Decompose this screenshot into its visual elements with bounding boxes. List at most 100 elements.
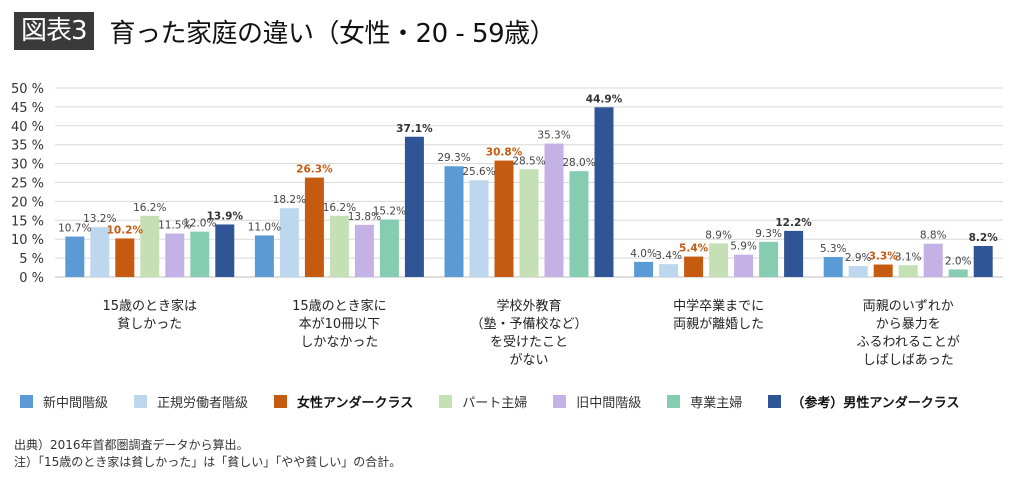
x-category-label: 15歳のとき家は貧しかった	[103, 298, 198, 332]
data-label: 10.2%	[107, 224, 144, 236]
bar	[973, 246, 993, 277]
legend-label: （参考）男性アンダークラス	[791, 396, 960, 411]
x-category-label: 15歳のとき家に本が10冊以下しかなかった	[292, 298, 387, 350]
bar	[634, 261, 654, 277]
data-label: 37.1%	[396, 123, 433, 135]
legend-label: 正規労働者階級	[157, 396, 249, 411]
legend-item: 専業主婦	[667, 392, 742, 411]
bar	[898, 265, 918, 277]
bar	[279, 208, 299, 277]
figure-title: 育った家庭の違い（女性・20 - 59歳）	[109, 18, 556, 49]
legend-label: 専業主婦	[690, 396, 743, 411]
x-category-label-line: 学校外教育	[496, 298, 561, 314]
data-label: 13.9%	[207, 210, 244, 222]
data-label: 25.6%	[462, 166, 495, 178]
legend-item: 旧中間階級	[553, 392, 641, 411]
bar	[65, 236, 85, 277]
data-label: 18.2%	[273, 194, 306, 206]
x-category-label-line: から暴力を	[876, 317, 941, 332]
data-label: 9.3%	[755, 228, 782, 240]
legend-label: パート主婦	[462, 396, 528, 411]
bar	[304, 177, 324, 277]
x-category-label-line: 本が10冊以下	[299, 317, 381, 332]
data-label: 2.9%	[845, 252, 872, 264]
bar	[948, 269, 968, 277]
data-label: 4.0%	[630, 248, 657, 260]
data-label: 13.2%	[83, 213, 116, 225]
data-label: 28.0%	[562, 157, 595, 169]
y-tick-label: 45 %	[11, 101, 44, 116]
bar	[469, 180, 489, 277]
legend-label: 女性アンダークラス	[297, 396, 414, 411]
y-tick-label: 25 %	[11, 177, 44, 192]
source-note: 出典）2016年首都圏調査データから算出。	[14, 438, 249, 452]
bar	[90, 227, 110, 277]
x-category-label: 両親のいずれかから暴力をふるわれることがしばしばあった	[857, 299, 960, 368]
legend-swatch	[439, 395, 453, 408]
bar	[659, 264, 679, 277]
data-label: 11.5%	[158, 220, 191, 232]
legend-swatch	[553, 395, 567, 408]
data-label: 13.8%	[348, 211, 381, 223]
data-label: 12.2%	[775, 217, 812, 229]
x-category-label-line: ふるわれることが	[857, 335, 960, 350]
data-label: 26.3%	[296, 164, 333, 176]
data-label: 11.0%	[248, 221, 281, 233]
bar	[923, 243, 943, 277]
data-label: 5.3%	[820, 243, 847, 255]
bar	[684, 256, 704, 277]
bar	[379, 219, 399, 277]
data-label: 8.8%	[920, 230, 947, 242]
data-label: 2.0%	[945, 255, 972, 267]
x-axis-category-labels: 15歳のとき家は貧しかった 15歳のとき家に本が10冊以下しかなかった 学校外教育 （…	[103, 298, 960, 368]
y-tick-label: 30 %	[11, 158, 44, 173]
bar	[190, 231, 210, 277]
data-label: 3.4%	[655, 250, 682, 262]
data-label: 28.5%	[512, 155, 545, 167]
legend-swatch	[768, 395, 782, 408]
bar	[569, 171, 589, 277]
data-label: 5.4%	[679, 243, 709, 255]
legend-swatch	[274, 395, 288, 408]
y-tick-label: 5 %	[19, 252, 44, 267]
data-label: 35.3%	[537, 130, 570, 142]
y-axis-ticks: 0 % 5 % 10 % 15 % 20 % 25 % 30 % 35 % 40 % 45 % 50…	[11, 82, 44, 286]
data-label: 16.2%	[323, 202, 356, 214]
legend-label: 新中間階級	[43, 396, 109, 411]
bar	[494, 160, 514, 277]
data-label: 8.2%	[969, 232, 999, 244]
y-tick-label: 15 %	[11, 214, 44, 229]
legend-item: 正規労働者階級	[134, 392, 248, 411]
y-tick-label: 50 %	[11, 82, 44, 97]
data-label: 15.2%	[373, 206, 406, 218]
data-label: 30.8%	[486, 147, 523, 159]
figure-number-badge: 図表3	[14, 12, 94, 50]
legend-item: （参考）男性アンダークラス	[768, 392, 960, 411]
bar	[823, 256, 843, 277]
x-category-label-line: 15歳のとき家に	[292, 298, 387, 314]
legend-item: 女性アンダークラス	[274, 392, 413, 411]
bar	[140, 215, 160, 277]
bar	[784, 230, 804, 277]
x-category-label-line: 両親のいずれか	[863, 299, 954, 314]
x-category-label-line: しかなかった	[300, 335, 378, 350]
footnotes: 出典）2016年首都圏調査データから算出。 注）「15歳のとき家は貧しかった」は…	[14, 437, 401, 471]
x-category-label-line: しばしばあった	[863, 353, 954, 368]
chart-title: 図表3 育った家庭の違い（女性・20 - 59歳）	[14, 10, 556, 52]
bar-chart: 0 % 5 % 10 % 15 % 20 % 25 % 30 % 35 % 40 % 45 % 50…	[11, 82, 1003, 368]
legend-swatch	[134, 395, 148, 408]
bar	[165, 233, 185, 277]
data-label: 3.3%	[869, 251, 899, 263]
data-label: 29.3%	[437, 152, 470, 164]
bar	[404, 136, 424, 277]
bar	[848, 266, 868, 277]
bar	[873, 264, 893, 277]
x-category-label-line: がない	[509, 353, 548, 368]
legend-swatch	[20, 395, 33, 408]
data-label: 44.9%	[586, 93, 623, 105]
legend-swatch	[667, 395, 681, 408]
y-tick-label: 40 %	[11, 120, 44, 135]
bar	[594, 107, 614, 277]
bar	[329, 215, 349, 277]
y-tick-label: 10 %	[11, 233, 44, 248]
